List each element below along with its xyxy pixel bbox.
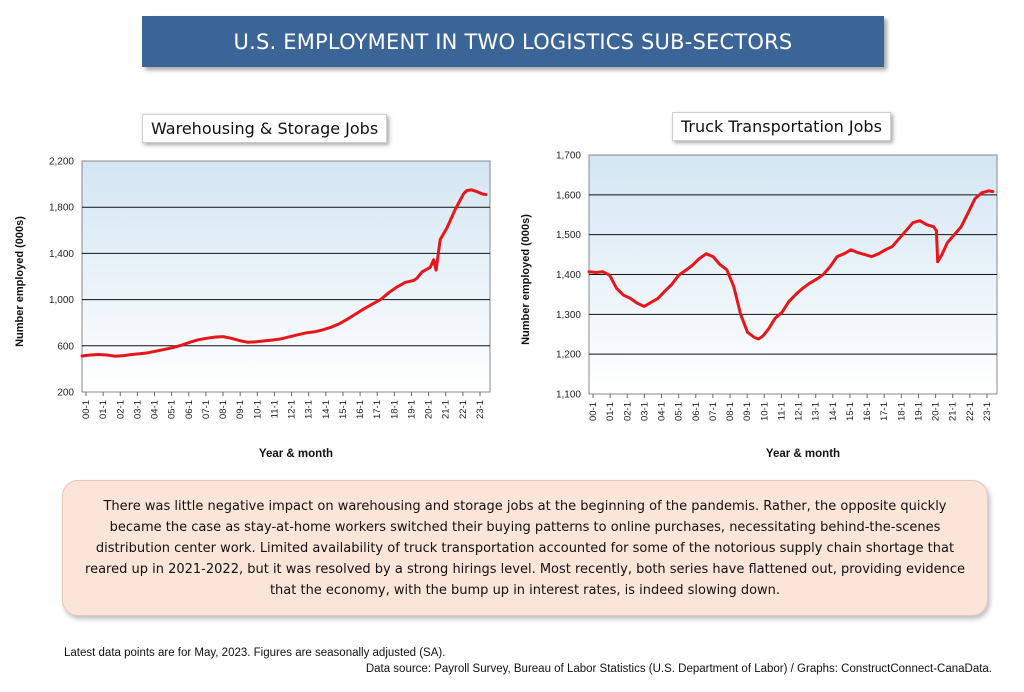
commentary-box: There was little negative impact on ware… xyxy=(62,480,988,616)
warehousing-x-tick-label: 12-1 xyxy=(287,400,298,419)
footnote-data-source: Data source: Payroll Survey, Bureau of L… xyxy=(365,663,992,675)
warehousing-x-tick-label: 23-1 xyxy=(475,400,486,419)
truck-x-tick-label: 16-1 xyxy=(862,402,873,421)
warehousing-series-line xyxy=(80,188,488,358)
truck-y-tick-label: 1,400 xyxy=(556,270,581,281)
truck-x-tick-label: 18-1 xyxy=(896,402,907,421)
warehousing-x-tick-label: 13-1 xyxy=(304,400,315,419)
warehousing-x-tick-label: 00-1 xyxy=(81,400,92,419)
warehousing-x-tick-label: 17-1 xyxy=(372,400,383,419)
truck-x-tick-label: 17-1 xyxy=(879,402,890,421)
warehousing-x-tick-label: 19-1 xyxy=(406,400,417,419)
warehousing-x-tick-label: 09-1 xyxy=(235,400,246,419)
truck-x-tick-label: 11-1 xyxy=(776,402,787,420)
warehousing-y-tick-label: 1,000 xyxy=(49,295,74,306)
truck-x-tick-label: 02-1 xyxy=(622,402,633,421)
truck-x-tick-label: 09-1 xyxy=(742,402,753,421)
truck-x-tick-label: 20-1 xyxy=(931,402,942,421)
warehousing-chart-title: Warehousing & Storage Jobs xyxy=(142,114,388,143)
truck-x-tick-label: 03-1 xyxy=(639,402,650,421)
truck-x-tick-label: 07-1 xyxy=(708,402,719,421)
truck-x-tick-label: 05-1 xyxy=(674,402,685,421)
truck-y-tick-label: 1,100 xyxy=(556,390,581,401)
warehousing-x-tick-label: 07-1 xyxy=(201,400,212,419)
truck-x-tick-label: 10-1 xyxy=(759,402,770,421)
truck-chart-title: Truck Transportation Jobs xyxy=(672,112,891,141)
warehousing-x-tick-label: 11-1 xyxy=(269,400,280,418)
truck-y-tick-label: 1,700 xyxy=(556,151,581,162)
warehousing-x-tick-label: 02-1 xyxy=(115,400,126,419)
truck-y-axis-title: Number employed (000s) xyxy=(520,214,532,345)
truck-y-tick-label: 1,500 xyxy=(556,230,581,241)
warehousing-x-tick-label: 16-1 xyxy=(355,400,366,419)
warehousing-x-tick-label: 05-1 xyxy=(167,400,178,419)
truck-y-tick-label: 1,300 xyxy=(556,310,581,321)
warehousing-x-tick-label: 10-1 xyxy=(252,400,263,419)
truck-x-axis-title: Year & month xyxy=(766,448,840,460)
truck-series-line xyxy=(587,189,995,341)
warehousing-x-tick-label: 08-1 xyxy=(218,400,229,419)
warehousing-x-tick-label: 06-1 xyxy=(184,400,195,419)
truck-x-tick-label: 19-1 xyxy=(913,402,924,421)
page-banner-title: U.S. EMPLOYMENT IN TWO LOGISTICS SUB-SEC… xyxy=(142,16,884,67)
warehousing-y-tick-label: 2,200 xyxy=(49,157,74,168)
truck-x-tick-label: 21-1 xyxy=(948,402,959,421)
truck-x-tick-label: 04-1 xyxy=(657,402,668,421)
truck-x-tick-label: 23-1 xyxy=(982,402,993,421)
warehousing-y-tick-label: 1,400 xyxy=(49,249,74,260)
truck-x-tick-label: 13-1 xyxy=(811,402,822,421)
truck-x-tick-label: 14-1 xyxy=(828,402,839,421)
warehousing-x-tick-label: 04-1 xyxy=(150,400,161,419)
warehousing-x-axis-title: Year & month xyxy=(259,448,333,460)
warehousing-y-tick-label: 200 xyxy=(57,388,74,399)
warehousing-x-tick-label: 14-1 xyxy=(321,400,332,419)
truck-x-tick-label: 01-1 xyxy=(605,402,616,421)
warehousing-x-tick-label: 15-1 xyxy=(338,400,349,419)
warehousing-x-tick-label: 21-1 xyxy=(441,400,452,419)
truck-x-tick-label: 15-1 xyxy=(845,402,856,421)
warehousing-x-tick-label: 20-1 xyxy=(424,400,435,419)
warehousing-y-tick-label: 1,800 xyxy=(49,203,74,214)
truck-x-tick-label: 22-1 xyxy=(965,402,976,421)
warehousing-x-tick-label: 01-1 xyxy=(98,400,109,419)
commentary-text: There was little negative impact on ware… xyxy=(85,498,965,598)
footnote-latest-data: Latest data points are for May, 2023. Fi… xyxy=(64,647,446,659)
truck-x-tick-label: 08-1 xyxy=(725,402,736,421)
warehousing-plot-area xyxy=(81,160,491,393)
truck-x-tick-label: 12-1 xyxy=(794,402,805,421)
warehousing-x-tick-label: 18-1 xyxy=(389,400,400,419)
truck-x-tick-label: 06-1 xyxy=(691,402,702,421)
truck-y-tick-label: 1,600 xyxy=(556,190,581,201)
warehousing-y-tick-label: 600 xyxy=(57,341,74,352)
truck-y-tick-label: 1,200 xyxy=(556,350,581,361)
warehousing-x-tick-label: 22-1 xyxy=(458,400,469,419)
truck-x-tick-label: 00-1 xyxy=(588,402,599,421)
warehousing-x-tick-label: 03-1 xyxy=(132,400,143,419)
warehousing-y-axis-title: Number employed (000s) xyxy=(14,216,26,347)
